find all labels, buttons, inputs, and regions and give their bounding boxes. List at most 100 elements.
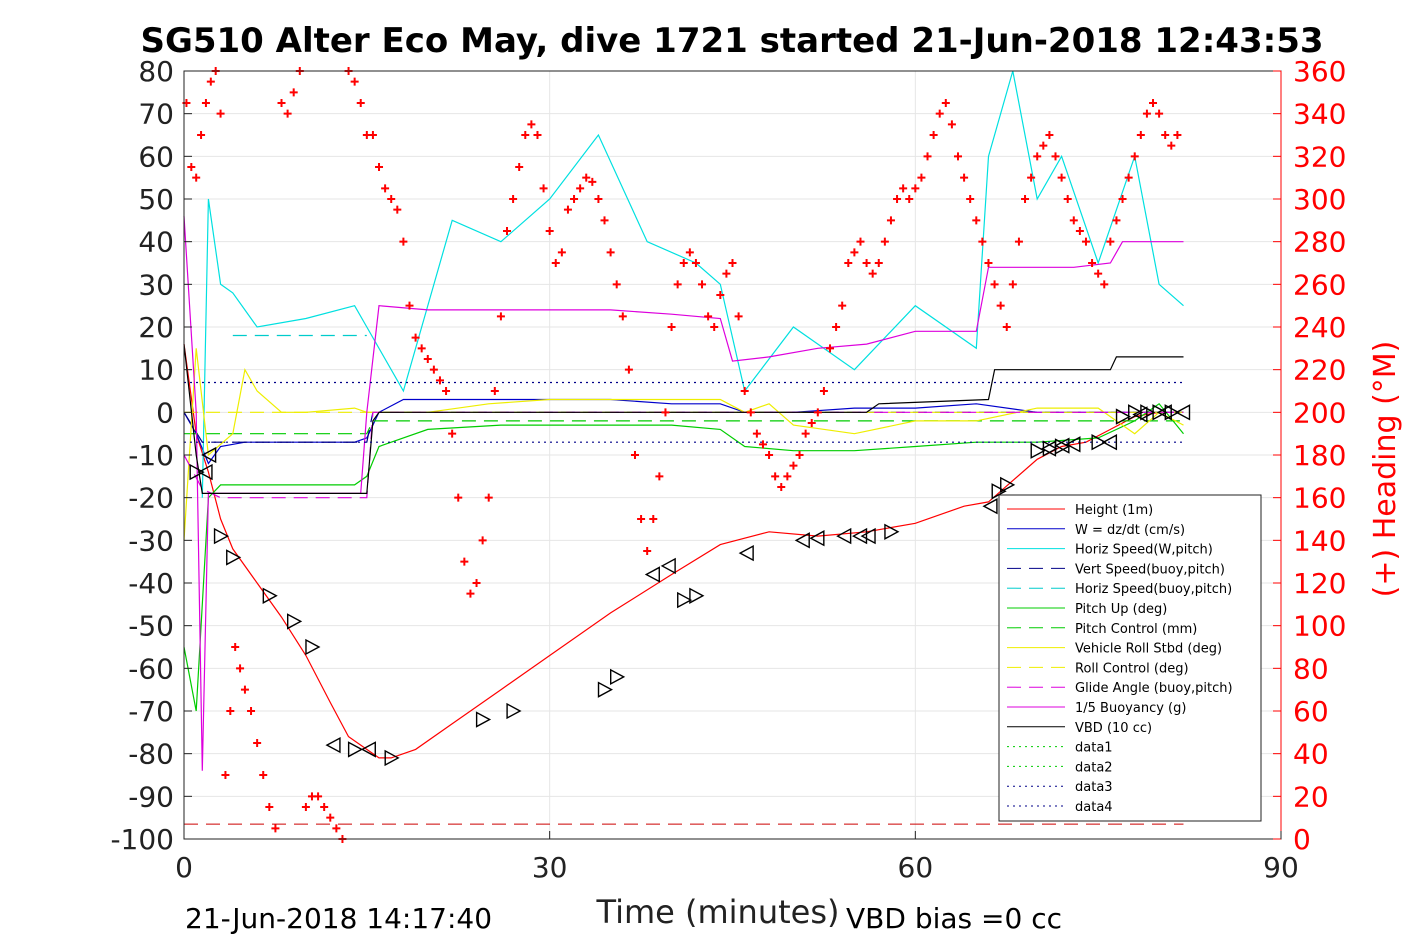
heading-point-86 [691,259,700,267]
heading-point-93 [734,312,743,321]
heading-point-118 [886,216,895,225]
y-right-tick-17: 20 [1293,780,1329,813]
y-right-tick-11: 140 [1293,524,1346,557]
heading-point-15 [259,771,268,779]
heading-point-89 [710,323,719,331]
triangle-left-marker-19 [1175,404,1191,421]
triangle-right-marker-18 [1042,440,1058,457]
heading-point-81 [661,408,670,417]
heading-point-12 [240,685,249,694]
triangle-right-marker-5 [305,638,321,656]
y-left-tick-9: -10 [128,439,174,472]
heading-point-107 [819,387,828,395]
heading-point-59 [527,120,536,129]
triangle-left-marker-12 [982,498,998,515]
heading-point-131 [966,195,975,203]
heading-point-139 [1014,237,1023,246]
series-line-2 [201,70,1184,498]
legend-box [998,494,1262,822]
heading-point-68 [582,173,591,182]
legend: Height (1m) W = dz/dt (cm/s) Horiz Speed(W… [998,494,1262,822]
heading-point-71 [600,216,609,225]
heading-point-16 [265,803,274,811]
triangle-right-marker-0 [189,463,205,481]
y-right-tick-8: 200 [1293,396,1346,429]
heading-point-34 [375,163,384,171]
triangle-right-marker-2 [226,549,242,566]
heading-point-147 [1063,195,1072,203]
heading-point-154 [1106,237,1115,246]
heading-point-111 [844,259,853,267]
heading-point-157 [1124,173,1133,182]
heading-point-26 [326,813,335,822]
heading-point-42 [423,355,432,363]
heading-point-50 [472,579,481,587]
heading-point-9 [226,707,235,715]
heading-point-126 [935,109,944,118]
heading-point-74 [618,312,627,321]
heading-point-3 [197,131,206,139]
heading-point-87 [698,280,707,289]
triangle-right-marker-19 [1054,438,1071,455]
legend-entry-15: data4 [1075,800,1113,815]
heading-point-143 [1039,141,1048,150]
triangle-right-marker-17 [1030,442,1046,459]
legend-entry-9: Glide Angle (buoy,pitch) [1075,681,1233,696]
y-right-tick-13: 100 [1293,610,1346,643]
triangle-right-marker-14 [884,523,900,540]
heading-point-138 [1008,280,1017,289]
triangle-left-marker-7 [794,532,810,549]
heading-point-132 [972,216,981,225]
heading-point-84 [679,259,688,267]
heading-point-14 [253,739,262,747]
heading-point-4 [201,99,210,107]
legend-entry-2: Horiz Speed(W,pitch) [1075,543,1213,558]
heading-point-156 [1118,195,1127,203]
heading-point-149 [1075,227,1084,235]
triangle-left-marker-8 [809,530,825,547]
heading-point-162 [1155,109,1164,118]
heading-point-7 [216,109,225,118]
y-right-tick-6: 240 [1293,311,1346,344]
footer-vbd-bias: VBD bias =0 cc [846,902,1062,935]
heading-point-31 [356,99,365,107]
heading-point-51 [478,536,487,545]
heading-point-119 [893,195,902,203]
heading-point-102 [789,461,798,470]
y-axis-right-label: (+) Heading (°M) [1368,341,1403,598]
heading-point-85 [685,248,694,257]
triangle-right-marker-9 [506,702,522,720]
heading-point-128 [947,120,956,129]
y-left-tick-11: -30 [128,524,174,557]
triangle-right-marker-6 [347,741,364,758]
heading-point-76 [630,451,639,459]
heading-point-25 [320,803,329,811]
y-right-tick-9: 180 [1293,439,1346,472]
heading-point-18 [277,99,286,107]
heading-point-164 [1167,141,1176,150]
triangle-right-marker-8 [475,711,492,728]
heading-point-53 [490,387,499,395]
heading-point-97 [758,440,767,449]
heading-point-46 [448,429,457,438]
triangle-right-marker-7 [384,749,400,767]
triangle-left-marker-10 [852,527,868,545]
heading-point-95 [746,408,755,417]
y-left-tick-15: -70 [128,695,174,728]
heading-point-159 [1136,131,1145,139]
heading-point-30 [350,77,359,86]
heading-point-55 [503,227,512,235]
y-left-tick-0: 80 [138,55,174,88]
heading-point-37 [393,205,402,214]
heading-point-73 [612,280,621,289]
heading-point-122 [911,184,920,193]
heading-point-150 [1081,237,1090,246]
heading-point-38 [399,237,408,246]
heading-point-8 [221,771,230,779]
legend-entry-5: Pitch Up (deg) [1075,602,1167,617]
heading-point-106 [813,408,822,417]
heading-point-134 [984,259,993,267]
heading-point-20 [289,88,298,97]
heading-markers [182,67,1182,843]
heading-point-116 [874,259,883,267]
